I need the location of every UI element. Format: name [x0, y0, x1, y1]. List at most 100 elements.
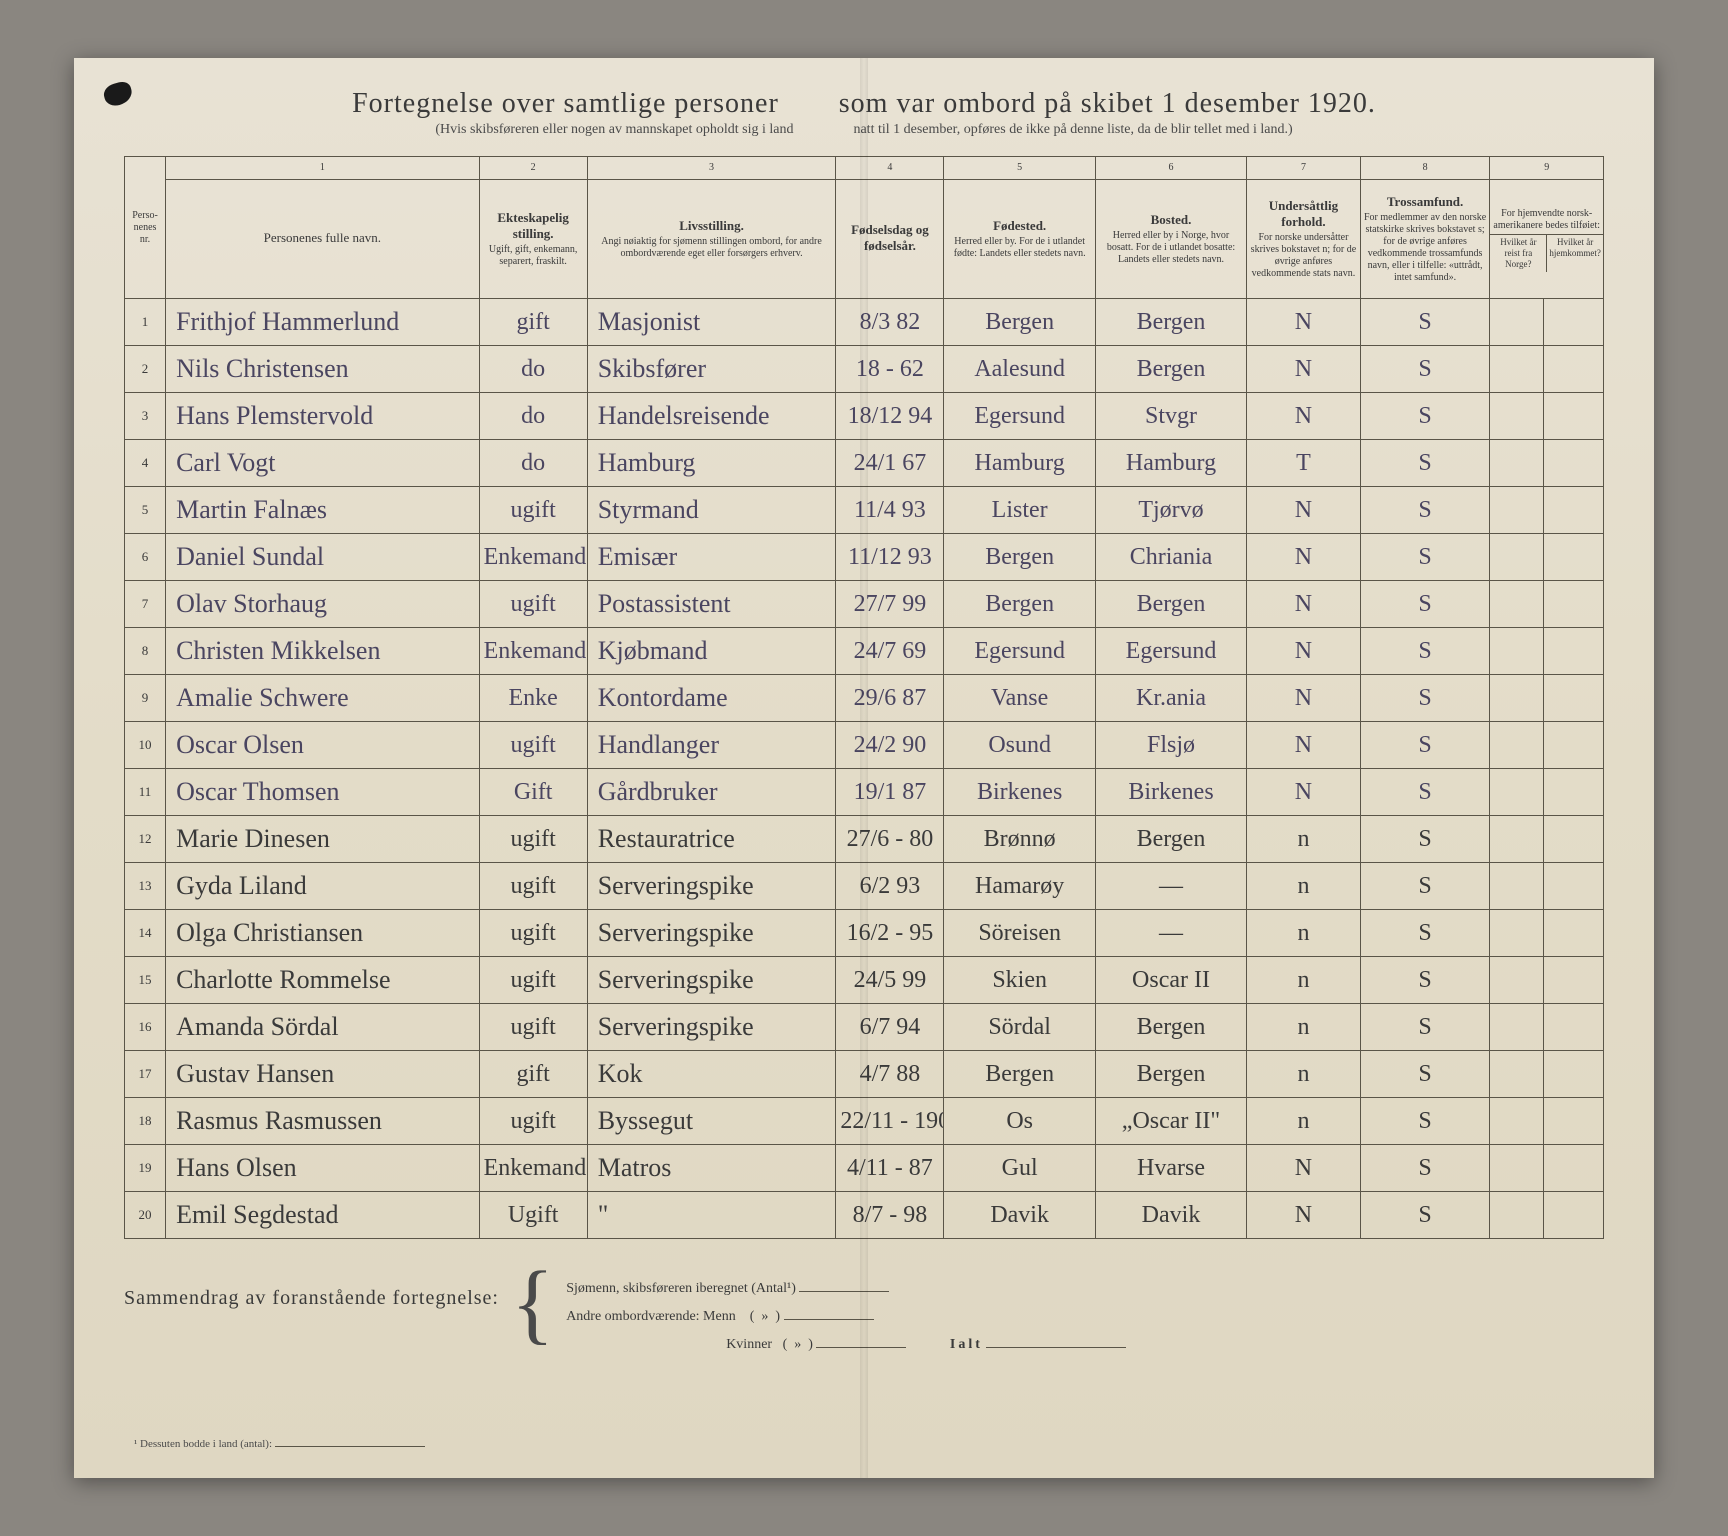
cell-name: Frithjof Hammerlund [166, 299, 480, 346]
cell-fod: 8/3 82 [836, 299, 944, 346]
cell-name: Emil Segdestad [166, 1192, 480, 1239]
cell-tros: S [1360, 393, 1490, 440]
cell-name: Olav Storhaug [166, 581, 480, 628]
cell-und: n [1247, 1098, 1361, 1145]
cell-bost: Bergen [1095, 1051, 1246, 1098]
cell-fsted: Aalesund [944, 346, 1095, 393]
summary-line1: Sjømenn, skibsføreren iberegnet (Antal¹) [566, 1281, 796, 1296]
summary-brace: { [511, 1269, 554, 1339]
cell-name: Oscar Olsen [166, 722, 480, 769]
cell-bost: Oscar II [1095, 957, 1246, 1004]
colnum-5: 5 [944, 157, 1095, 180]
cell-tros: S [1360, 628, 1490, 675]
cell-und: N [1247, 534, 1361, 581]
cell-fsted: Söreisen [944, 910, 1095, 957]
cell-nr: 15 [125, 957, 166, 1004]
cell-hj1 [1490, 628, 1544, 675]
cell-ekt: ugift [479, 1004, 587, 1051]
cell-ekt: do [479, 346, 587, 393]
table-row: 17Gustav HansengiftKok4/7 88BergenBergen… [125, 1051, 1604, 1098]
colnum-1: 1 [166, 157, 480, 180]
cell-livs: Postassistent [587, 581, 836, 628]
cell-hj1 [1490, 1051, 1544, 1098]
cell-bost: Stvgr [1095, 393, 1246, 440]
cell-fsted: Bergen [944, 299, 1095, 346]
cell-hj2 [1544, 1145, 1604, 1192]
cell-ekt: Ugift [479, 1192, 587, 1239]
cell-livs: Kok [587, 1051, 836, 1098]
column-number-row: Perso- nenes nr. 1 2 3 4 5 6 7 8 9 [125, 157, 1604, 180]
colnum-4: 4 [836, 157, 944, 180]
cell-fod: 19/1 87 [836, 769, 944, 816]
cell-name: Marie Dinesen [166, 816, 480, 863]
cell-fod: 6/2 93 [836, 863, 944, 910]
cell-nr: 13 [125, 863, 166, 910]
cell-fod: 8/7 - 98 [836, 1192, 944, 1239]
cell-fsted: Bergen [944, 581, 1095, 628]
cell-nr: 10 [125, 722, 166, 769]
cell-nr: 3 [125, 393, 166, 440]
cell-fsted: Birkenes [944, 769, 1095, 816]
header-bost: Bosted.Herred eller by i Norge, hvor bos… [1095, 180, 1246, 299]
cell-hj1 [1490, 722, 1544, 769]
cell-name: Amalie Schwere [166, 675, 480, 722]
cell-nr: 1 [125, 299, 166, 346]
cell-hj2 [1544, 581, 1604, 628]
cell-tros: S [1360, 487, 1490, 534]
cell-bost: — [1095, 910, 1246, 957]
cell-name: Nils Christensen [166, 346, 480, 393]
table-row: 1Frithjof HammerlundgiftMasjonist8/3 82B… [125, 299, 1604, 346]
summary-section: Sammendrag av foranstående fortegnelse: … [124, 1269, 1604, 1359]
cell-und: n [1247, 910, 1361, 957]
cell-fod: 18/12 94 [836, 393, 944, 440]
cell-fod: 22/11 - 1900 [836, 1098, 944, 1145]
table-row: 15Charlotte RommelseugiftServeringspike2… [125, 957, 1604, 1004]
table-row: 6Daniel SundalEnkemandEmisær11/12 93Berg… [125, 534, 1604, 581]
subtitle-row: (Hvis skibsføreren eller nogen av mannsk… [124, 122, 1604, 138]
cell-und: n [1247, 1051, 1361, 1098]
cell-hj2 [1544, 863, 1604, 910]
table-row: 13Gyda LilandugiftServeringspike6/2 93Ha… [125, 863, 1604, 910]
cell-tros: S [1360, 581, 1490, 628]
cell-name: Amanda Sördal [166, 1004, 480, 1051]
cell-name: Rasmus Rasmussen [166, 1098, 480, 1145]
header-tros: Trossamfund.For medlemmer av den norske … [1360, 180, 1490, 299]
cell-name: Gustav Hansen [166, 1051, 480, 1098]
cell-livs: Kjøbmand [587, 628, 836, 675]
title-right: som var ombord på skibet 1 desember 1920… [839, 88, 1376, 120]
cell-livs: Emisær [587, 534, 836, 581]
cell-tros: S [1360, 1098, 1490, 1145]
cell-und: N [1247, 1192, 1361, 1239]
cell-livs: Kontordame [587, 675, 836, 722]
cell-fsted: Egersund [944, 393, 1095, 440]
summary-line2: Andre ombordværende: Menn [566, 1309, 736, 1324]
colnum-2: 2 [479, 157, 587, 180]
cell-nr: 12 [125, 816, 166, 863]
cell-livs: Serveringspike [587, 1004, 836, 1051]
cell-bost: Kr.ania [1095, 675, 1246, 722]
title-left: Fortegnelse over samtlige personer [352, 88, 779, 120]
cell-tros: S [1360, 816, 1490, 863]
cell-fsted: Os [944, 1098, 1095, 1145]
cell-bost: Bergen [1095, 1004, 1246, 1051]
cell-fod: 24/2 90 [836, 722, 944, 769]
cell-bost: Hvarse [1095, 1145, 1246, 1192]
cell-hj2 [1544, 534, 1604, 581]
cell-livs: Hamburg [587, 440, 836, 487]
cell-fsted: Egersund [944, 628, 1095, 675]
cell-name: Hans Olsen [166, 1145, 480, 1192]
cell-tros: S [1360, 957, 1490, 1004]
cell-hj1 [1490, 534, 1544, 581]
cell-nr: 20 [125, 1192, 166, 1239]
cell-ekt: ugift [479, 1098, 587, 1145]
cell-tros: S [1360, 440, 1490, 487]
cell-bost: „Oscar II" [1095, 1098, 1246, 1145]
cell-ekt: do [479, 440, 587, 487]
table-row: 10Oscar OlsenugiftHandlanger24/2 90Osund… [125, 722, 1604, 769]
cell-livs: Masjonist [587, 299, 836, 346]
cell-fod: 24/5 99 [836, 957, 944, 1004]
cell-ekt: ugift [479, 581, 587, 628]
document-page: Fortegnelse over samtlige personer som v… [74, 58, 1654, 1478]
cell-tros: S [1360, 1004, 1490, 1051]
cell-hj2 [1544, 1098, 1604, 1145]
